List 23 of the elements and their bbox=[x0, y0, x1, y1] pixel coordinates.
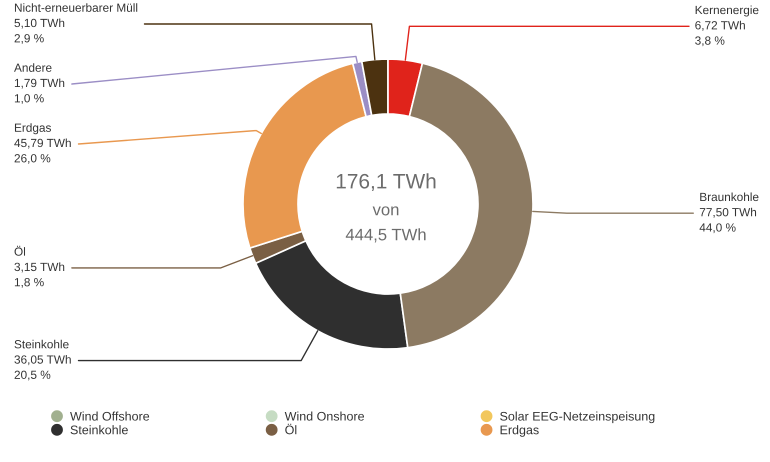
legend-label: Wind Offshore bbox=[70, 412, 150, 421]
text: 444,5 TWh bbox=[346, 228, 426, 242]
legend-label: Solar EEG-Netzeinspeisung bbox=[500, 412, 654, 424]
legend-label: Steinkohle bbox=[70, 425, 128, 434]
data-label: 3,15 TWh 1,8 % bbox=[14, 262, 64, 288]
slice-label: Braunkohle bbox=[700, 192, 758, 202]
data-label: 45,79 TWh 26,0 % bbox=[14, 138, 71, 164]
data-label: 77,50 TWh 44,0 % bbox=[700, 208, 756, 234]
slice-label: Steinkohle bbox=[14, 340, 69, 348]
legend-label: Erdgas bbox=[500, 425, 539, 437]
data-label: 6,72 TWh 3,8 % bbox=[695, 20, 745, 46]
data-label: 5,10 TWh 2,9 % bbox=[14, 18, 64, 44]
slice-label: Andere bbox=[14, 63, 52, 72]
legend-label: Öl bbox=[285, 424, 296, 434]
slice-label: Nicht-erneuerbarer Müll bbox=[14, 3, 138, 12]
slice-label: Öl bbox=[14, 246, 26, 256]
text: von bbox=[372, 206, 398, 216]
legend-label: Wind Onshore bbox=[284, 412, 364, 421]
slice-label: Kernenergie bbox=[696, 6, 758, 17]
slice-label: Erdgas bbox=[14, 123, 51, 134]
data-label: 1,79 TWh 1,0 % bbox=[14, 78, 64, 104]
text: 176,1 TWh bbox=[336, 173, 436, 192]
data-label: 36,05 TWh 20,5 % bbox=[14, 355, 71, 380]
